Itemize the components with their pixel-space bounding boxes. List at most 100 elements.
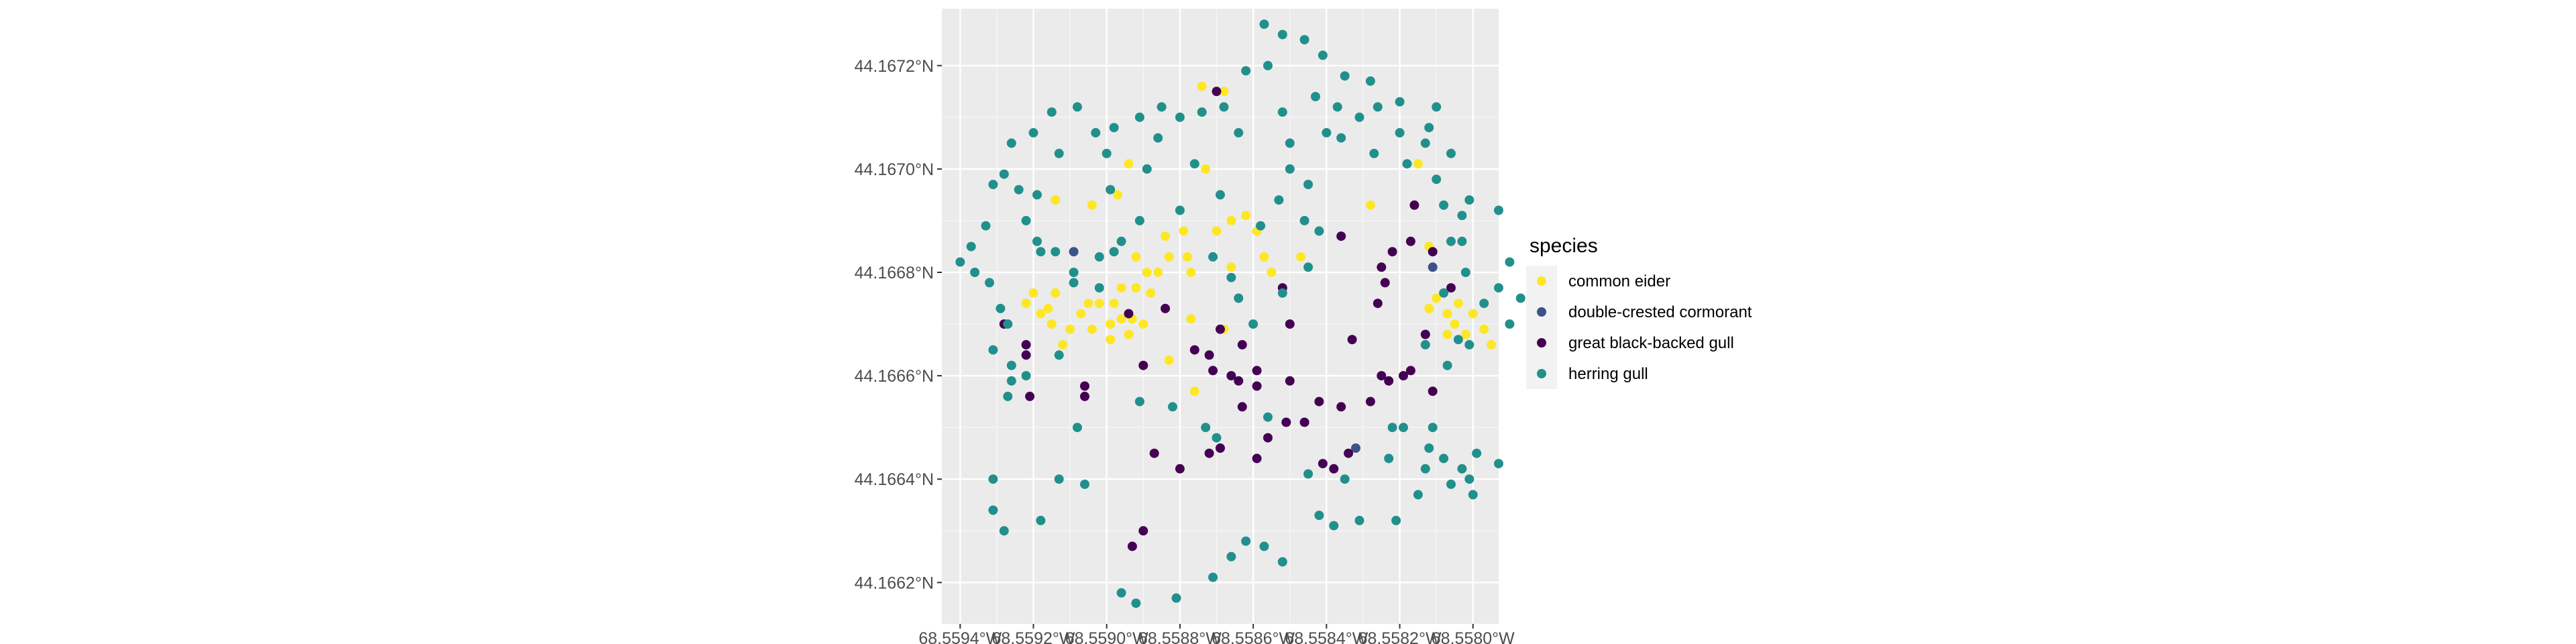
data-point [1336,133,1346,143]
x-axis: 68.5594°W68.5592°W68.5590°W68.5588°W68.5… [918,624,1515,644]
series-common-eider [1021,81,1497,396]
legend-key-dot [1537,338,1546,347]
data-point [1124,329,1134,339]
legend: species common eider double-crested cormo… [1526,235,1752,389]
data-point [1021,339,1031,350]
data-point [1021,299,1031,309]
data-point [1168,402,1177,412]
data-point [1237,339,1247,350]
data-point [1340,71,1350,81]
data-point [1439,288,1449,298]
data-point [1113,190,1123,200]
data-point [1252,381,1262,391]
data-point [1051,288,1061,298]
data-point [1340,474,1350,484]
data-point [1216,324,1225,334]
data-point [1299,215,1309,225]
series-herring-gull [955,19,1525,608]
data-point [1442,329,1452,339]
data-point [1387,247,1397,257]
data-point [1468,309,1478,319]
data-point [1453,335,1463,345]
data-point [1197,81,1207,91]
data-point [1446,148,1456,158]
data-point [988,474,998,484]
data-point [1124,159,1134,169]
data-point [999,169,1009,179]
data-point [1446,236,1456,246]
legend-keys: common eider double-crested cormorant grea… [1526,266,1752,389]
data-point [1208,252,1218,262]
data-point [1277,30,1287,40]
data-point [1179,226,1189,236]
data-point [1028,127,1038,138]
data-point [1464,195,1474,205]
data-point [1189,159,1199,169]
y-tick-label: 44.1668°N [855,264,934,282]
data-point [1314,396,1324,407]
data-point [1134,112,1144,122]
data-point [1186,268,1196,277]
data-point [1226,551,1236,561]
data-point [1424,303,1434,313]
data-point [955,257,965,267]
data-point [1124,309,1134,319]
data-point [1021,215,1031,225]
data-point [1094,299,1104,309]
data-point [1329,464,1339,474]
data-point [1380,278,1390,288]
data-point [1296,252,1306,262]
data-point [1468,490,1478,500]
data-point [1384,453,1394,464]
data-point [1051,195,1061,205]
data-point [1080,479,1089,489]
data-point [1087,200,1097,210]
data-point [1138,360,1148,370]
data-point [1131,598,1141,608]
data-point [1424,443,1434,453]
data-point [1314,511,1324,521]
data-point [1263,412,1273,422]
data-point [1131,283,1141,293]
data-point [1131,252,1141,262]
data-point [1116,283,1126,293]
data-point [1171,593,1181,603]
data-point [1069,268,1079,277]
data-point [1494,205,1503,215]
x-tick-label: 68.5594°W [918,629,1002,644]
data-point [1073,102,1082,112]
x-tick-label: 68.5582°W [1358,629,1442,644]
data-point [1226,272,1236,282]
data-point [1424,123,1434,133]
data-point [1003,319,1013,329]
data-point [1505,257,1515,267]
data-point [1432,102,1442,112]
legend-key-dot [1537,276,1546,286]
data-point [1021,350,1031,360]
data-point [1432,174,1442,184]
data-point [1032,190,1042,200]
data-point [1329,521,1339,531]
data-point [1405,236,1415,246]
data-point [1259,541,1269,551]
legend-title: species [1529,235,1598,257]
series-double-crested-cormorant [1069,247,1438,453]
data-point [1036,247,1046,257]
data-point [1336,231,1346,241]
legend-label: herring gull [1568,365,1648,383]
x-tick-label: 68.5592°W [992,629,1075,644]
data-point [1241,66,1251,76]
data-point [1036,515,1046,525]
data-point [1109,247,1119,257]
data-point [1405,366,1415,376]
data-points [955,19,1525,608]
data-point [985,278,994,288]
data-point [1365,76,1375,86]
data-point [1395,127,1405,138]
data-point [1277,557,1287,567]
data-point [981,221,991,231]
data-point [1106,184,1116,195]
data-point [1204,350,1214,360]
data-point [1285,164,1295,174]
data-point [1106,335,1116,345]
